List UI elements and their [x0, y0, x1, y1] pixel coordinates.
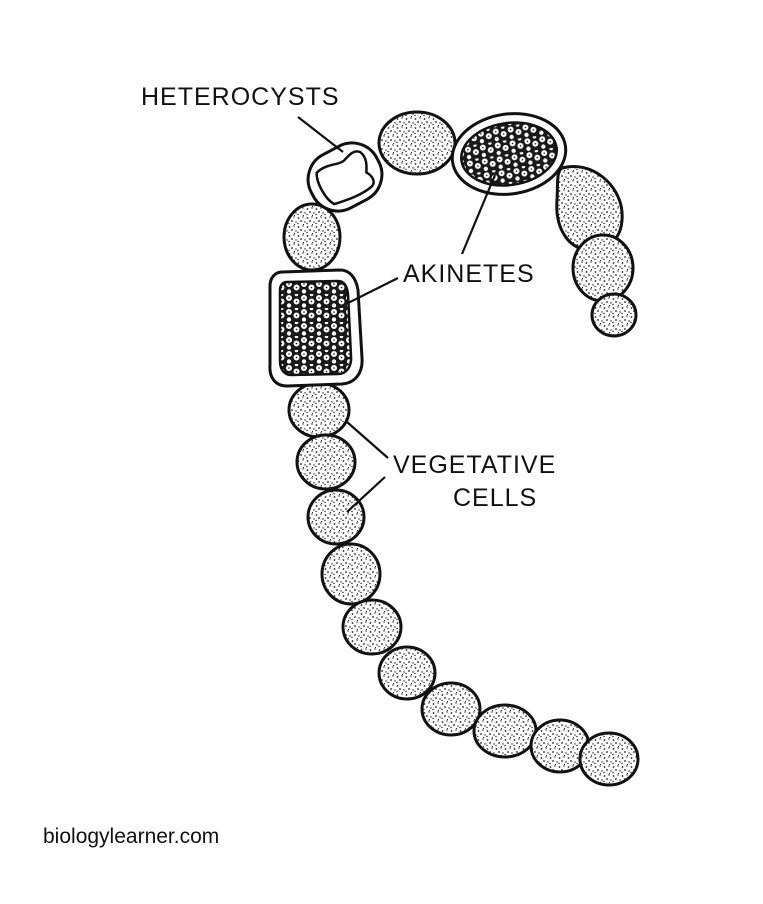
leader-lines [297, 116, 497, 513]
vegetative-cells-lower [287, 381, 640, 787]
vegetative-cells-upper [282, 110, 638, 338]
vegetative-cell [295, 433, 357, 491]
vegetative-leader-line-upper [346, 421, 389, 459]
vegetative-cell [472, 703, 538, 759]
heterocyst-cell [306, 141, 384, 213]
akinete-left [268, 268, 364, 388]
vegetative-cell [377, 645, 437, 701]
vegetative-cell [590, 292, 638, 338]
heterocysts-label: HETEROCYSTS [141, 83, 340, 111]
vegetative-leader-line-lower [346, 476, 386, 513]
vegetative-label-line2: CELLS [453, 484, 538, 512]
vegetative-cell [341, 598, 403, 656]
vegetative-cell [571, 233, 635, 303]
heterocysts-leader-line [297, 116, 344, 153]
vegetative-cell [578, 731, 640, 787]
vegetative-cell [320, 542, 382, 606]
vegetative-label-line1: VEGETATIVE [393, 451, 557, 479]
vegetative-cell [306, 488, 366, 546]
vegetative-cell [377, 110, 457, 176]
vegetative-cell [420, 681, 482, 737]
akinetes-leader-line-left [347, 277, 399, 304]
akinetes-label: AKINETES [403, 260, 535, 288]
watermark-text: biologylearner.com [43, 825, 220, 848]
akinete-upper [450, 112, 568, 196]
vegetative-cell [282, 202, 342, 272]
akinetes-leader-line-upper [460, 174, 497, 255]
vegetative-cell [287, 381, 351, 439]
